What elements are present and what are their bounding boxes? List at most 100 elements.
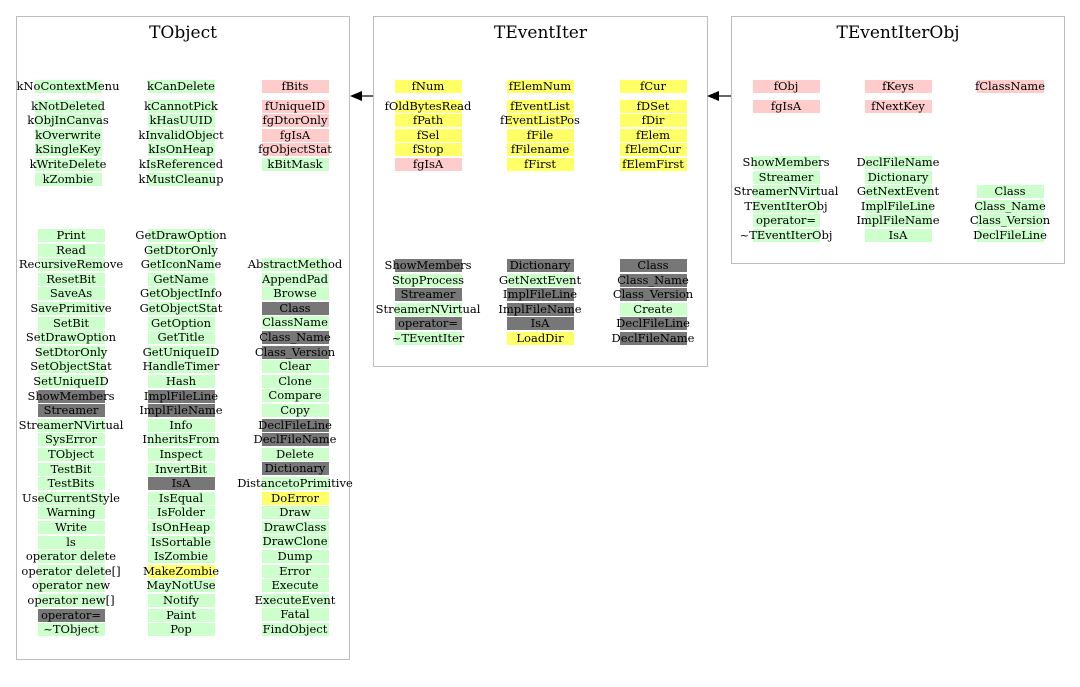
member-name: fElemCur	[625, 142, 681, 157]
member-highlight	[506, 302, 574, 316]
member-name: MakeZombie	[142, 563, 220, 578]
member-highlight	[147, 550, 215, 564]
member-function: StreamerNVirtual	[1, 418, 141, 432]
member-function: ShowMembers	[1, 389, 141, 403]
member-highlight	[147, 535, 215, 549]
inheritance-arrow-teventiter	[707, 91, 731, 101]
member-name: Fatal	[280, 607, 310, 622]
member-name: operator new[]	[27, 593, 115, 607]
member-name: kBitMask	[267, 157, 323, 171]
member-highlight	[261, 550, 329, 563]
member-function: ImplFileName	[470, 302, 610, 316]
member-highlight	[37, 258, 105, 272]
member-name: fDir	[641, 113, 665, 128]
member-highlight	[147, 375, 215, 388]
member-highlight	[147, 579, 215, 593]
member-function: operator=	[358, 317, 498, 331]
member-name: fObj	[773, 79, 799, 93]
member-highlight	[864, 199, 932, 213]
member-highlight	[619, 259, 687, 272]
member-name: Draw	[279, 505, 311, 520]
member-highlight	[147, 418, 215, 432]
member-name: fFile	[526, 127, 554, 142]
member-highlight	[147, 80, 215, 93]
member-name: fPath	[412, 113, 444, 128]
data-member: fElemCur	[583, 142, 723, 157]
member-name: Clear	[279, 359, 311, 374]
member-function: ClassName	[225, 316, 365, 330]
member-function: Clear	[225, 359, 365, 374]
member-highlight	[752, 99, 820, 113]
member-function: GetOption	[111, 316, 251, 330]
member-highlight	[261, 447, 329, 461]
member-function: Streamer	[716, 170, 856, 184]
data-member: fPath	[358, 113, 498, 128]
member-name: InvertBit	[154, 461, 208, 476]
member-name: Create	[633, 301, 673, 316]
member-name: Compare	[268, 388, 322, 403]
member-name: ls	[66, 534, 76, 549]
member-name: ImplFileLine	[143, 388, 219, 403]
member-name: Delete	[276, 446, 314, 461]
member-highlight	[147, 477, 215, 491]
member-function: Class	[583, 259, 723, 272]
member-highlight	[752, 229, 820, 242]
member-name: fBits	[281, 79, 309, 93]
member-function: kHasUUID	[111, 114, 251, 128]
member-highlight	[864, 185, 932, 199]
member-name: kCannotPick	[144, 98, 218, 113]
member-highlight	[147, 594, 215, 607]
data-member: fElem	[583, 128, 723, 142]
member-name: GetName	[153, 271, 209, 286]
member-highlight	[147, 360, 215, 374]
inheritance-arrow-tobject	[350, 91, 373, 101]
member-name: IsZombie	[153, 549, 209, 564]
member-function: kBitMask	[225, 158, 365, 171]
member-name: IsOnHeap	[151, 520, 211, 534]
data-member: fOldBytesRead	[358, 99, 498, 113]
member-function: StopProcess	[358, 273, 498, 287]
member-name: Class	[637, 258, 669, 272]
member-function: GetDrawOption	[111, 229, 251, 242]
member-function: kIsReferenced	[111, 158, 251, 171]
member-function: Clone	[225, 374, 365, 388]
member-name: DeclFileName	[611, 331, 695, 345]
member-function: Delete	[225, 446, 365, 461]
data-member: fUniqueID	[225, 99, 365, 113]
member-highlight	[261, 433, 329, 447]
member-function: ExecuteEvent	[225, 593, 365, 607]
member-name: ImplFileLine	[502, 287, 578, 302]
member-function: Compare	[225, 388, 365, 403]
member-name: Print	[56, 228, 86, 242]
member-function: Create	[583, 301, 723, 316]
member-name: IsEqual	[158, 490, 204, 505]
member-name: SavePrimitive	[30, 301, 112, 315]
member-name: GetObjectInfo	[140, 286, 222, 301]
member-name: Class_Name	[259, 330, 331, 344]
member-name: DoError	[271, 490, 319, 505]
member-name: Dump	[277, 549, 313, 563]
member-name: kMustCleanup	[138, 171, 224, 186]
member-highlight	[261, 272, 329, 286]
member-function: Class_Name	[583, 273, 723, 287]
member-highlight	[864, 99, 932, 113]
member-highlight	[37, 433, 105, 447]
member-highlight	[394, 273, 462, 287]
member-name: Warning	[46, 505, 96, 520]
data-member: fObj	[716, 80, 856, 93]
member-highlight	[37, 331, 105, 345]
member-highlight	[261, 593, 329, 607]
member-name: Inspect	[159, 447, 203, 461]
data-member: fNextKey	[828, 99, 968, 113]
member-function: Browse	[225, 287, 365, 301]
member-function: Warning	[1, 505, 141, 520]
member-name: Class_Name	[974, 198, 1046, 213]
member-highlight	[864, 170, 932, 184]
data-member: fgObjectStat	[225, 143, 365, 157]
member-highlight	[261, 331, 329, 344]
member-function: SetBit	[1, 316, 141, 330]
member-name: DrawClass	[263, 519, 327, 534]
member-function: SetUniqueID	[1, 375, 141, 388]
member-highlight	[752, 214, 820, 228]
member-highlight	[147, 448, 215, 461]
